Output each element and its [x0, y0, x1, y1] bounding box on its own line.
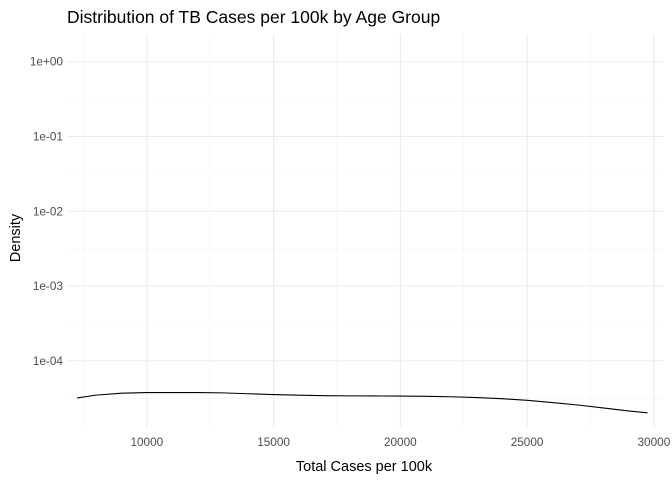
major-gridlines-x: [146, 34, 655, 427]
x-tick-label: 15000: [257, 435, 290, 449]
y-tick-label: 1e-02: [33, 204, 63, 218]
minor-gridlines-y: [67, 98, 664, 399]
x-tick-label: 25000: [511, 435, 544, 449]
x-axis-title: Total Cases per 100k: [296, 459, 433, 475]
y-axis-tick-labels: 1e-04 1e-03 1e-02 1e-01 1e+00: [30, 55, 64, 368]
y-tick-label: 1e-01: [33, 129, 63, 143]
chart-title: Distribution of TB Cases per 100k by Age…: [67, 7, 440, 27]
y-tick-label: 1e+00: [30, 55, 64, 69]
x-tick-label: 10000: [130, 435, 163, 449]
x-tick-label: 30000: [637, 435, 670, 449]
y-tick-label: 1e-04: [33, 354, 64, 368]
x-tick-label: 20000: [384, 435, 417, 449]
x-axis-tick-labels: 10000 15000 20000 25000 30000: [130, 435, 670, 449]
y-axis-title: Density: [8, 213, 24, 262]
minor-gridlines-x: [83, 34, 591, 427]
y-tick-label: 1e-03: [33, 279, 64, 293]
major-gridlines-y: [67, 61, 664, 362]
density-curve: [77, 391, 648, 414]
